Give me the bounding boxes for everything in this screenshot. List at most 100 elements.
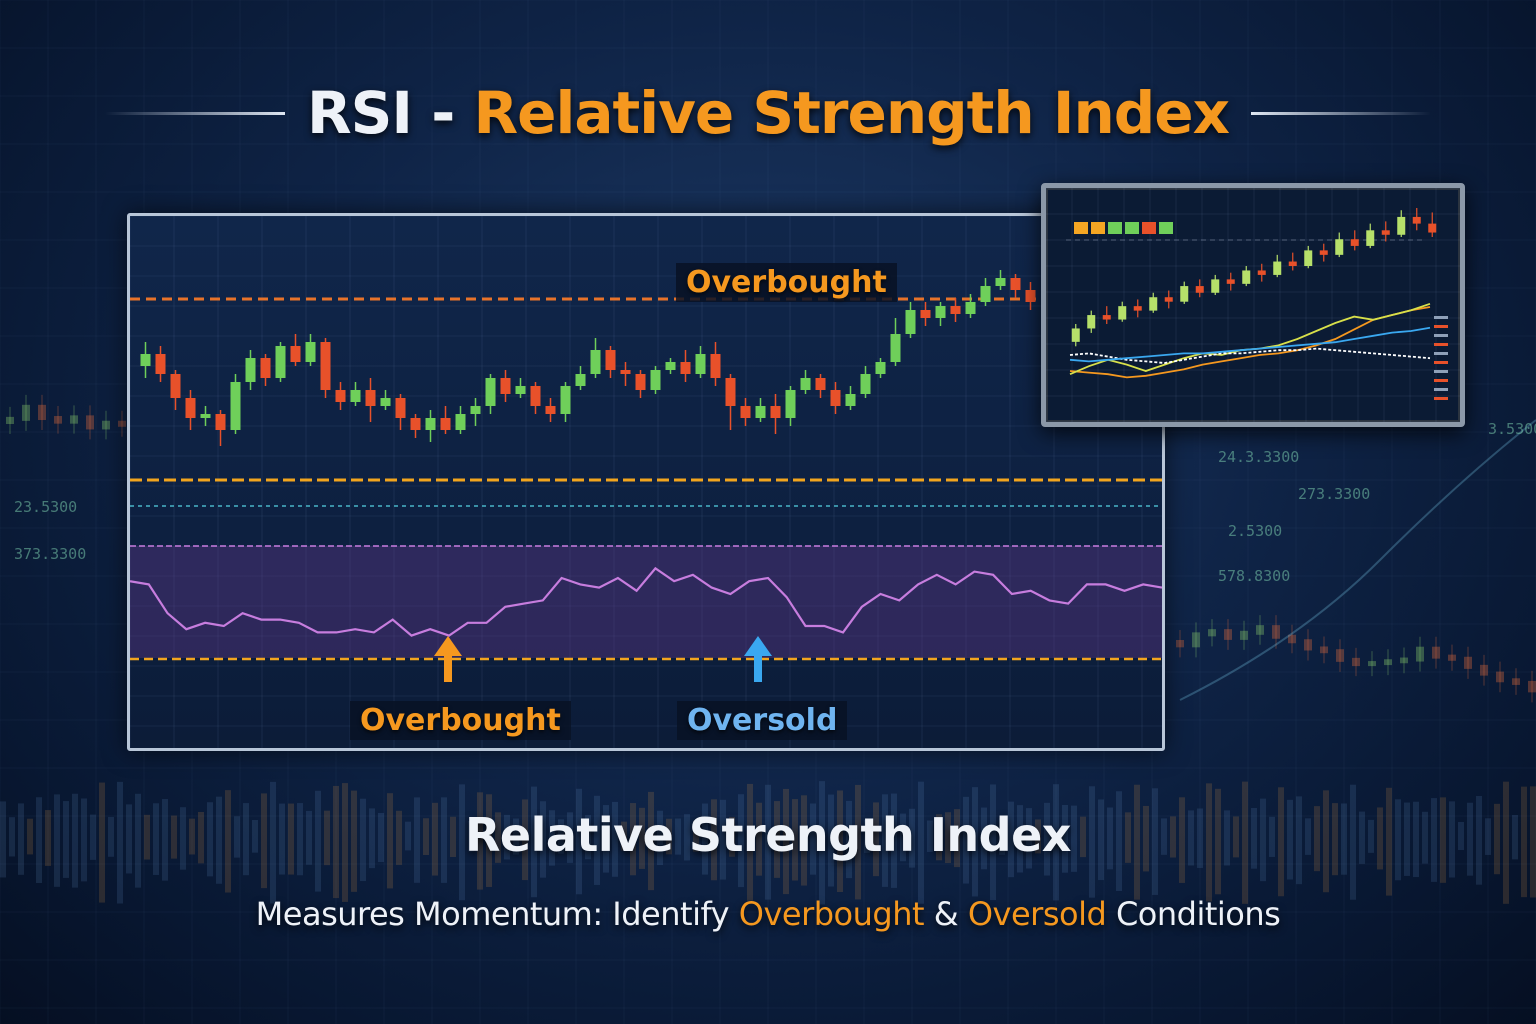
- candle-body: [680, 362, 691, 374]
- bg-glow-bar: [1530, 786, 1536, 898]
- bg-glow-bar: [1107, 807, 1113, 870]
- candle-body: [245, 358, 256, 382]
- candle-body: [350, 390, 361, 402]
- inset-legend-tick: [1434, 361, 1448, 364]
- inset-legend-tick: [1434, 379, 1448, 382]
- inset-candle-body: [1102, 315, 1111, 320]
- inset-legend-tick: [1434, 343, 1448, 346]
- bg-glow-bar: [54, 794, 60, 887]
- bg-candle: [70, 415, 78, 424]
- subtitle-oversold: Oversold: [967, 895, 1107, 933]
- candle-body: [755, 406, 766, 418]
- bg-glow-bar: [1458, 821, 1464, 851]
- candle-body: [710, 354, 721, 378]
- bg-glow-bar: [360, 798, 366, 882]
- bg-glow-bar: [99, 782, 105, 903]
- inset-candle-body: [1087, 315, 1096, 329]
- bg-glow-bar: [540, 801, 546, 878]
- inset-candle-body: [1366, 230, 1375, 246]
- bg-glow-bar: [1206, 783, 1212, 902]
- bg-glow-bar: [810, 803, 816, 875]
- bg-glow-bar: [639, 807, 645, 869]
- bg-number: 23.5300: [14, 498, 78, 516]
- bg-candle: [1512, 678, 1520, 685]
- subtitle-line-start: Measures Momentum: Identify: [255, 895, 739, 933]
- bg-candle: [1400, 657, 1408, 664]
- bg-glow-bar: [405, 821, 411, 851]
- candle-body: [215, 414, 226, 430]
- bg-glow-bar: [936, 814, 942, 861]
- inset-candle-body: [1273, 261, 1282, 275]
- candle-body: [590, 350, 601, 374]
- candle-body: [1025, 290, 1036, 302]
- candle-body: [560, 386, 571, 414]
- bg-number: 273.3300: [1298, 485, 1371, 503]
- inset-legend-tick: [1434, 325, 1448, 328]
- bg-glow-bar: [1170, 816, 1176, 858]
- bg-glow-bar: [1080, 816, 1086, 858]
- bg-glow-bar: [1017, 805, 1023, 873]
- bg-glow-bar: [909, 808, 915, 868]
- bg-glow-bar: [306, 810, 312, 865]
- inset-candle-body: [1319, 250, 1328, 255]
- bg-glow-bar: [657, 810, 663, 866]
- candle-body: [725, 378, 736, 406]
- bg-glow-bar: [1440, 797, 1446, 883]
- bg-glow-bar: [558, 819, 564, 854]
- bg-number: 373.3300: [14, 545, 87, 563]
- bg-glow-bar: [207, 802, 213, 877]
- bg-glow-bar: [1233, 816, 1239, 858]
- bg-glow-bar: [477, 792, 483, 890]
- inset-legend-tick: [1434, 316, 1448, 319]
- bg-glow-bar: [1422, 811, 1428, 864]
- candle-body: [470, 406, 481, 414]
- candle-body: [800, 378, 811, 390]
- bg-glow-bar: [135, 793, 141, 888]
- bg-candle: [1208, 629, 1216, 637]
- bg-glow-bar: [1152, 788, 1158, 895]
- bg-glow-bar: [1449, 801, 1455, 878]
- inset-legend-tick: [1434, 397, 1448, 400]
- title-dash: -: [431, 79, 455, 147]
- bg-glow-bar: [693, 820, 699, 852]
- candle-body: [380, 398, 391, 406]
- candle-body: [290, 346, 301, 362]
- bg-glow-bar: [504, 814, 510, 860]
- bg-glow-bar: [1395, 799, 1401, 881]
- bg-glow-bar: [891, 793, 897, 888]
- bg-glow-bar: [1350, 784, 1356, 900]
- overbought-arrow-head: [434, 636, 462, 656]
- bg-candle: [1496, 671, 1504, 683]
- bg-glow-bar: [180, 807, 186, 870]
- price-rsi-chart: [130, 216, 1162, 748]
- bg-glow-bar: [297, 803, 303, 876]
- bg-glow-bar: [1260, 798, 1266, 882]
- bg-glow-bar: [675, 818, 681, 855]
- candle-body: [620, 370, 631, 374]
- candle-body: [200, 414, 211, 418]
- bg-glow-bar: [126, 804, 132, 874]
- candle-body: [185, 398, 196, 418]
- bg-glow-bar: [612, 801, 618, 877]
- bg-glow-bar: [36, 797, 42, 884]
- bg-candle: [1416, 646, 1424, 662]
- bg-glow-bar: [747, 783, 753, 901]
- overbought-arrow-shaft: [444, 652, 452, 682]
- bg-candle: [54, 416, 62, 424]
- subtitle-line-end: Conditions: [1106, 895, 1281, 933]
- title-main: Relative Strength Index: [473, 79, 1230, 147]
- title-rule-left: [104, 111, 285, 115]
- bg-glow-bar: [882, 794, 888, 887]
- bg-glow-bar: [954, 809, 960, 868]
- page-title: RSI - Relative Strength Index: [307, 79, 1230, 147]
- bg-candle: [1480, 664, 1488, 676]
- bg-candle: [1288, 634, 1296, 644]
- bg-glow-bar: [990, 784, 996, 901]
- inset-toolbar-swatch: [1159, 222, 1173, 234]
- inset-candle-body: [1288, 261, 1297, 266]
- bg-glow-bar: [342, 783, 348, 902]
- bg-glow-bar: [81, 798, 87, 882]
- bg-glow-bar: [855, 784, 861, 900]
- candle-body: [815, 378, 826, 390]
- subtitle-heading: Relative Strength Index: [465, 808, 1071, 862]
